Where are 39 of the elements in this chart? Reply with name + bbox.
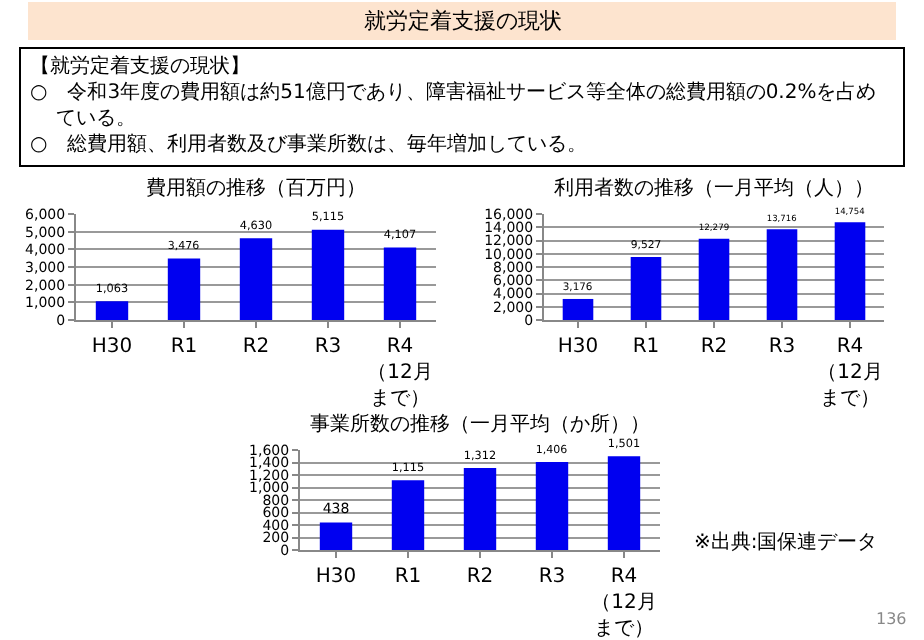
bar xyxy=(383,247,417,320)
bar xyxy=(239,238,273,320)
x-tick-label: R1 xyxy=(632,336,660,358)
bar xyxy=(607,456,641,550)
chart-title: 利用者数の推移（一月平均（人）） xyxy=(554,176,874,200)
x-tick-label: R2 xyxy=(466,566,494,588)
bar xyxy=(391,480,425,550)
text: ○ 令和3年度の費用額は約51億円であり、障害福祉サービス等全体の総費用額の0.2%を占めている。 xyxy=(30,80,877,130)
bar xyxy=(95,301,129,320)
text: 就労定着支援の現状 xyxy=(364,8,562,34)
bar xyxy=(766,229,798,320)
x-tick-label: R4（12月まで） xyxy=(817,336,883,410)
chart-title: 事業所数の推移（一月平均（か所）） xyxy=(310,412,650,436)
x-tick-label: R1 xyxy=(394,566,422,588)
x-tick-label: R2 xyxy=(700,336,728,358)
bar xyxy=(311,229,345,320)
text: ○ 総費用額、利用者数及び事業所数は、毎年増加している。 xyxy=(30,132,588,156)
bar xyxy=(463,468,497,550)
x-tick-label: H30 xyxy=(315,566,357,588)
x-tick-label: H30 xyxy=(557,336,599,358)
bar xyxy=(562,298,594,320)
x-tick-label: R1 xyxy=(170,336,198,358)
x-tick-label: H30 xyxy=(91,336,133,358)
bar xyxy=(630,256,662,320)
x-tick-label: R3 xyxy=(538,566,566,588)
bar xyxy=(167,258,201,320)
x-tick-label: R4（12月まで） xyxy=(591,566,657,640)
text: 136 xyxy=(876,610,907,628)
x-tick-label: R3 xyxy=(314,336,342,358)
x-tick-label: R4（12月まで） xyxy=(367,336,433,410)
x-tick-label: R2 xyxy=(242,336,270,358)
bar xyxy=(698,238,730,320)
bar xyxy=(319,522,353,550)
chart-title: 費用額の推移（百万円） xyxy=(146,176,366,200)
bar xyxy=(834,222,866,320)
x-tick-label: R3 xyxy=(768,336,796,358)
bar xyxy=(535,462,569,550)
text: ※出典:国保連データ xyxy=(694,530,878,554)
text: 【就労定着支援の現状】 xyxy=(30,54,250,78)
